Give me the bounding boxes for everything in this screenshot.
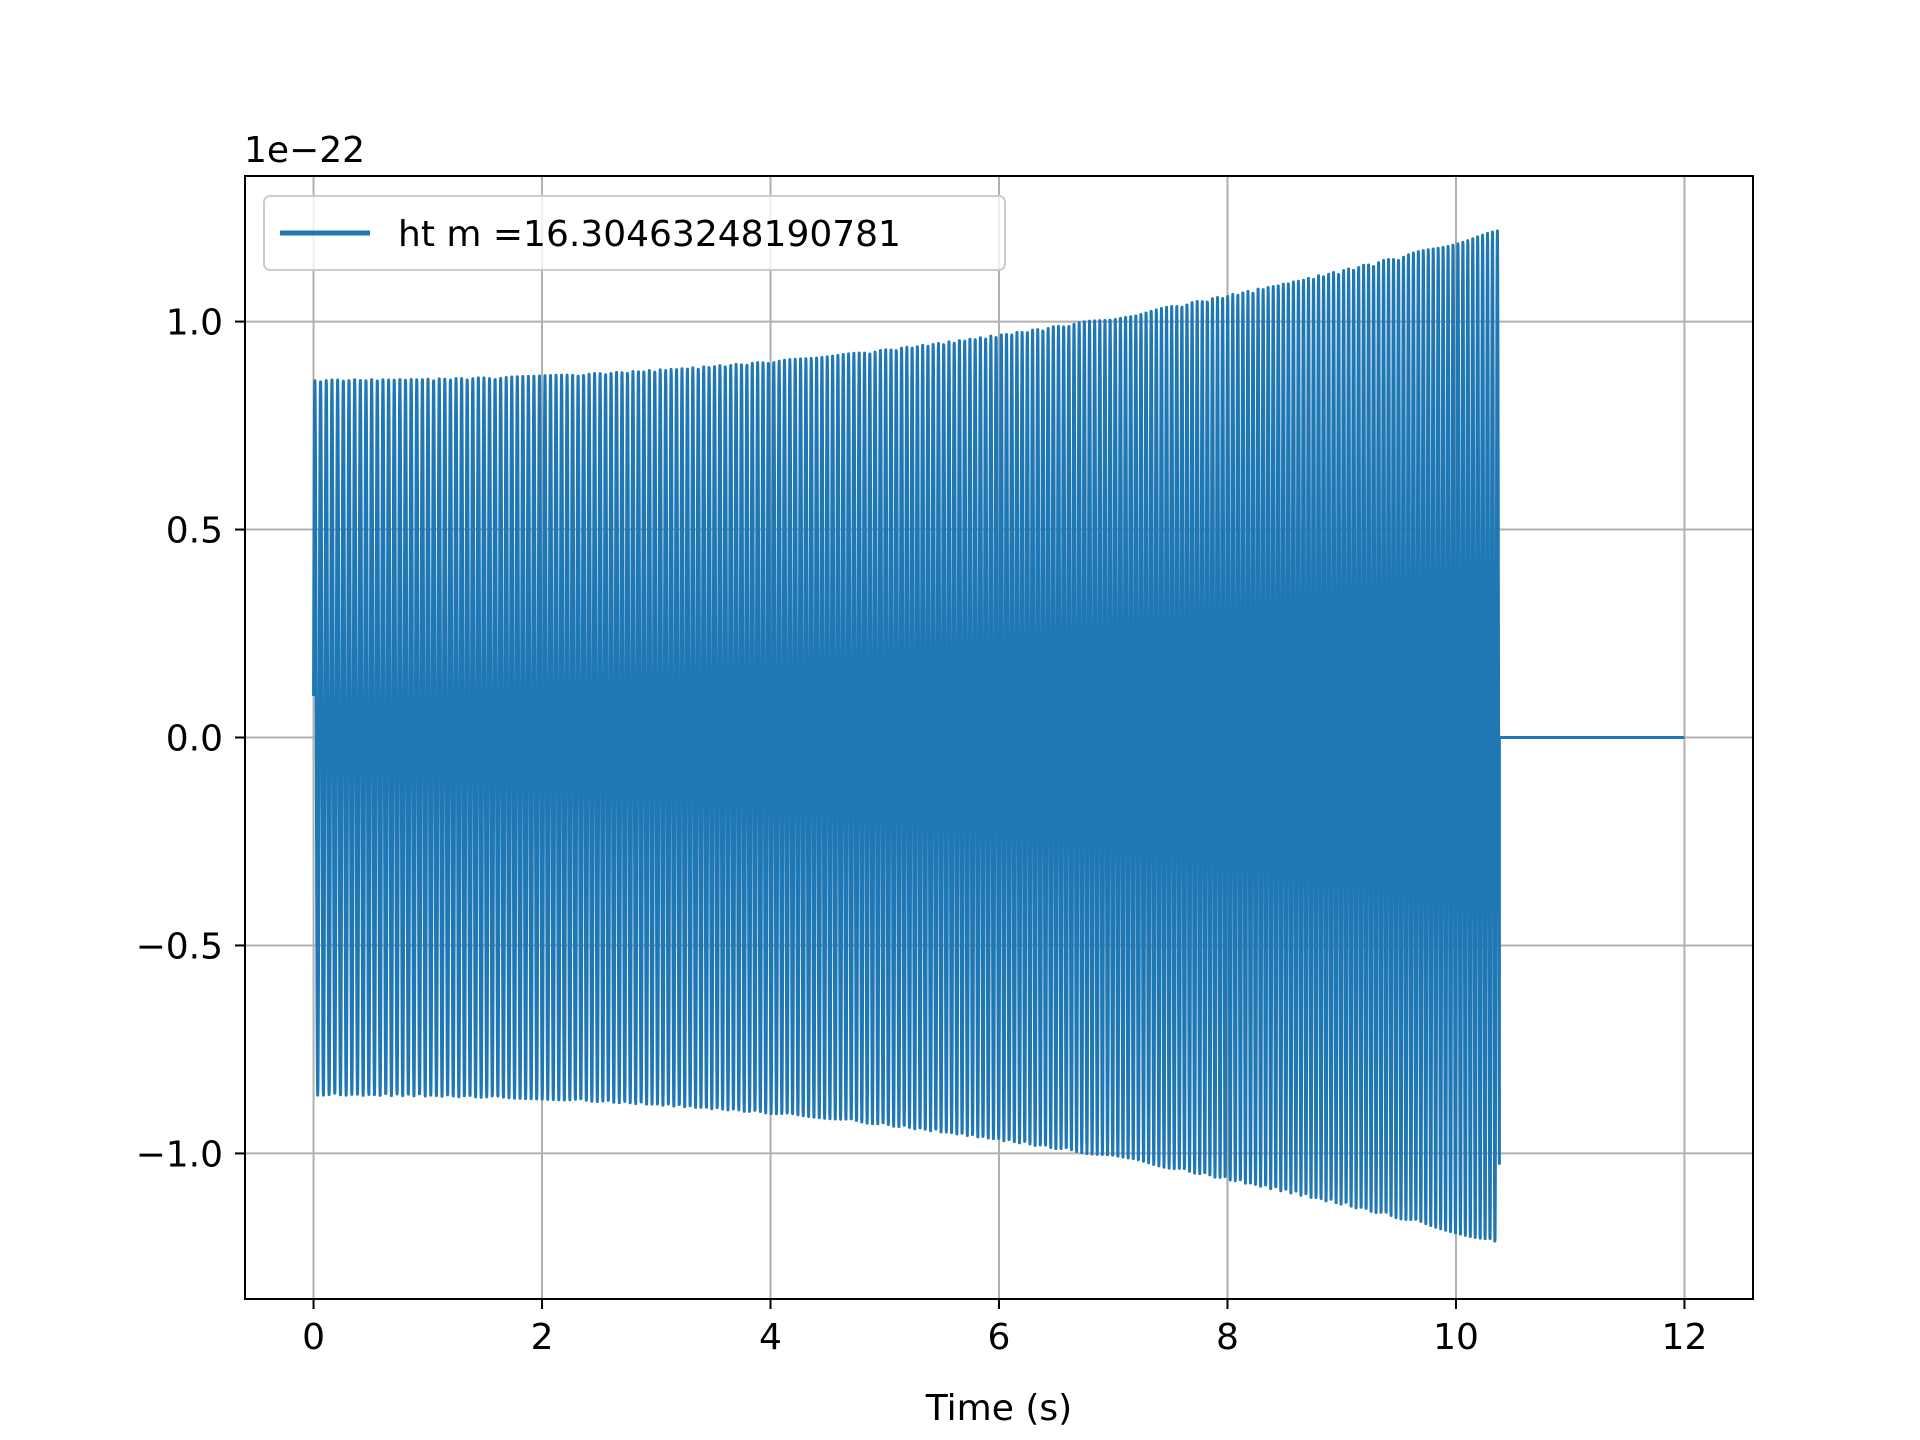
y-tick-label: 0.0 [166,719,223,760]
legend: ht m =16.30463248190781 [263,195,1006,271]
x-tick-label: 12 [1662,1317,1708,1358]
x-tick-label: 6 [988,1317,1011,1358]
x-tick-label: 8 [1216,1317,1239,1358]
y-tick-label: −1.0 [136,1134,223,1175]
ticks: 0 2 4 6 8 10 12 −1.0 −0.5 0.0 0.5 1.0 [136,303,1708,1358]
x-tick-label: 10 [1433,1317,1479,1358]
y-offset-label: 1e−22 [244,130,365,171]
x-tick-label: 0 [302,1317,325,1358]
x-tick-label: 4 [759,1317,782,1358]
y-tick-label: 0.5 [166,511,223,552]
y-tick-label: 1.0 [166,303,223,344]
x-tick-label: 2 [531,1317,554,1358]
legend-box [263,195,1006,271]
series-line [312,229,1685,1243]
legend-label: ht m =16.30463248190781 [398,214,901,255]
data-layer [312,229,1685,1243]
x-axis-label: Time (s) [925,1388,1072,1429]
y-tick-label: −0.5 [136,926,223,967]
